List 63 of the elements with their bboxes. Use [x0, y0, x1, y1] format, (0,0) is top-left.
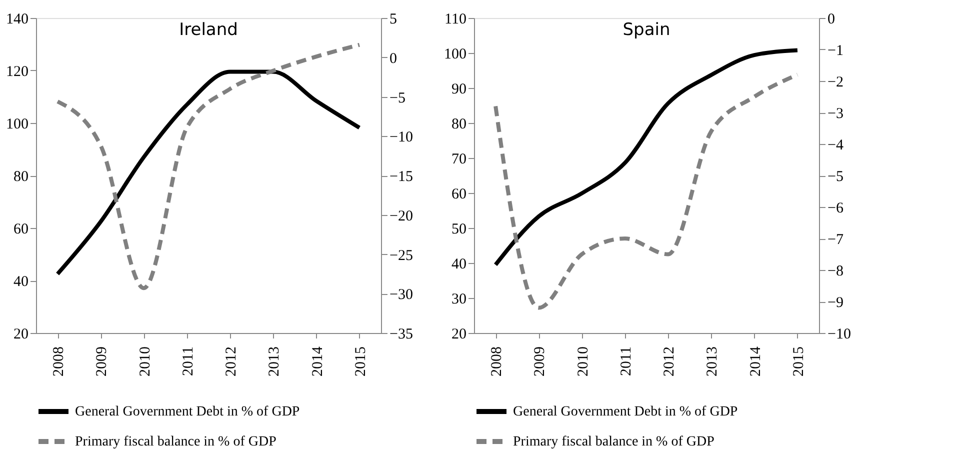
y-tick-label: 60: [452, 186, 466, 202]
y-tick-label: 40: [452, 256, 466, 272]
legend-label: General Government Debt in % of GDP: [75, 404, 300, 420]
y2-tick-label: 0: [828, 12, 835, 28]
y2-tick-label: −5: [390, 90, 406, 106]
y2-tick-label: −1: [828, 43, 844, 59]
y-tick-label: 90: [452, 82, 466, 98]
y-tick-label: 70: [452, 152, 466, 168]
x-tick-label: 2014: [310, 346, 326, 376]
legend-label: Primary fiscal balance in % of GDP: [75, 434, 277, 450]
y2-tick-label: −15: [390, 169, 413, 185]
y2-tick-label: −7: [828, 232, 844, 248]
legend-label: Primary fiscal balance in % of GDP: [513, 434, 715, 450]
x-tick-label: 2013: [704, 346, 721, 376]
y2-tick-label: −20: [390, 208, 413, 224]
y-tick-label: 80: [14, 169, 28, 185]
y-tick-label: 50: [452, 222, 466, 238]
line-series: [494, 72, 800, 310]
y-tick-label: 20: [14, 326, 28, 342]
line-series: [56, 42, 362, 290]
y2-tick-label: −10: [828, 326, 851, 342]
y2-tick-label: 5: [390, 12, 397, 28]
y-tick-label: 110: [444, 12, 466, 28]
line-series: [56, 70, 362, 276]
y2-tick-label: −10: [390, 130, 413, 146]
y-tick-label: 30: [452, 292, 466, 308]
y2-tick-label: −3: [828, 106, 844, 122]
x-tick-label: 2012: [224, 346, 240, 376]
x-tick-label: 2011: [618, 346, 634, 376]
x-tick-label: 2015: [352, 346, 369, 376]
y-tick-label: 40: [14, 274, 28, 290]
y-tick-label: 120: [6, 64, 28, 80]
y2-tick-label: −9: [828, 295, 844, 311]
y2-tick-label: −4: [828, 138, 844, 154]
x-tick-label: 2010: [137, 346, 154, 376]
y-tick-label: 140: [6, 12, 28, 28]
y2-tick-label: −8: [828, 264, 844, 280]
y-tick-label: 100: [444, 46, 466, 62]
y2-tick-label: −25: [390, 248, 413, 264]
y2-tick-label: −35: [390, 326, 413, 342]
y2-tick-label: −6: [828, 200, 844, 216]
x-tick-label: 2009: [532, 346, 548, 376]
x-tick-label: 2009: [94, 346, 110, 376]
y2-tick-label: −2: [828, 74, 844, 90]
chart-title: Spain: [622, 20, 670, 40]
x-tick-label: 2008: [51, 346, 68, 376]
y-tick-label: 100: [6, 116, 28, 132]
x-tick-label: 2014: [748, 346, 764, 376]
x-tick-label: 2012: [662, 346, 678, 376]
x-tick-label: 2015: [790, 346, 807, 376]
y-tick-label: 80: [452, 116, 466, 132]
x-tick-label: 2011: [180, 346, 196, 376]
x-tick-label: 2013: [266, 346, 283, 376]
y2-tick-label: 0: [390, 50, 397, 67]
x-tick-label: 2008: [489, 346, 506, 376]
y2-tick-label: −30: [390, 287, 413, 304]
y2-tick-label: −5: [828, 169, 844, 185]
chart-title: Ireland: [179, 20, 238, 40]
y-tick-label: 20: [452, 326, 466, 342]
line-series: [494, 48, 800, 267]
legend-label: General Government Debt in % of GDP: [513, 404, 738, 420]
x-tick-label: 2010: [575, 346, 592, 376]
y-tick-label: 60: [14, 222, 28, 238]
